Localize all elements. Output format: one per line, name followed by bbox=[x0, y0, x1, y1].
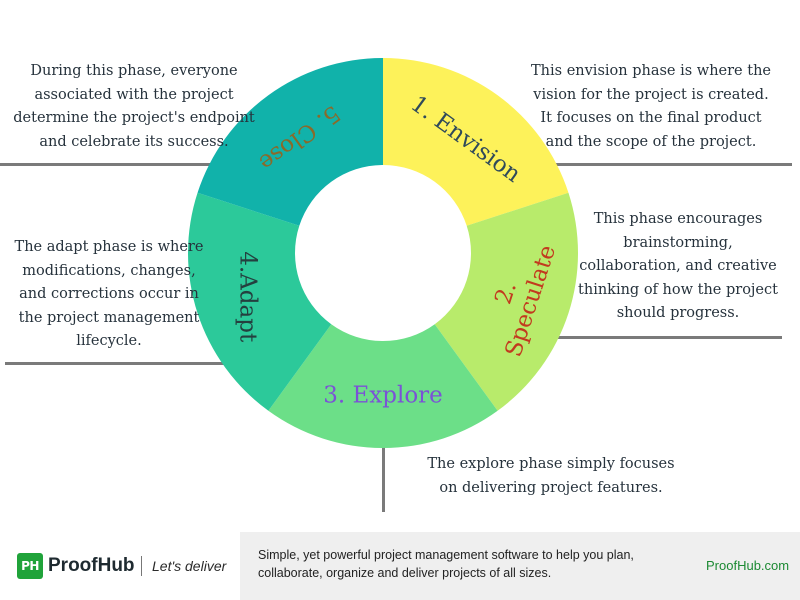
adapt-description: The adapt phase is where modifications, … bbox=[14, 239, 204, 349]
speculate-segment bbox=[434, 192, 578, 411]
envision-connector-line bbox=[520, 163, 792, 166]
adapt-connector-line bbox=[5, 362, 249, 365]
envision-description: This envision phase is where the vision … bbox=[531, 63, 771, 150]
brand-tagline: Let's deliver bbox=[152, 558, 227, 574]
envision-segment bbox=[383, 58, 569, 226]
adapt-segment bbox=[188, 192, 332, 411]
close-connector-line bbox=[0, 163, 262, 166]
footer-description: Simple, yet powerful project management … bbox=[258, 548, 634, 580]
close-segment bbox=[197, 58, 383, 226]
brand-divider bbox=[141, 556, 142, 576]
speculate-connector-line bbox=[546, 336, 782, 339]
brand-name: ProofHub bbox=[48, 555, 135, 576]
proofhub-logo-icon: PH bbox=[17, 553, 43, 579]
proofhub-link[interactable]: ProofHub.com bbox=[706, 558, 790, 573]
footer-info-bar bbox=[240, 532, 800, 600]
explore-segment bbox=[268, 324, 498, 448]
explore-label: 3. Explore bbox=[323, 383, 443, 409]
explore-connector-line bbox=[382, 446, 385, 512]
speculate-description: This phase encourages brainstorming, col… bbox=[578, 211, 778, 321]
explore-description: The explore phase simply focuses on deli… bbox=[427, 456, 675, 496]
close-description: During this phase, everyone associated w… bbox=[13, 63, 255, 150]
adapt-label: 4.Adapt bbox=[234, 251, 260, 343]
